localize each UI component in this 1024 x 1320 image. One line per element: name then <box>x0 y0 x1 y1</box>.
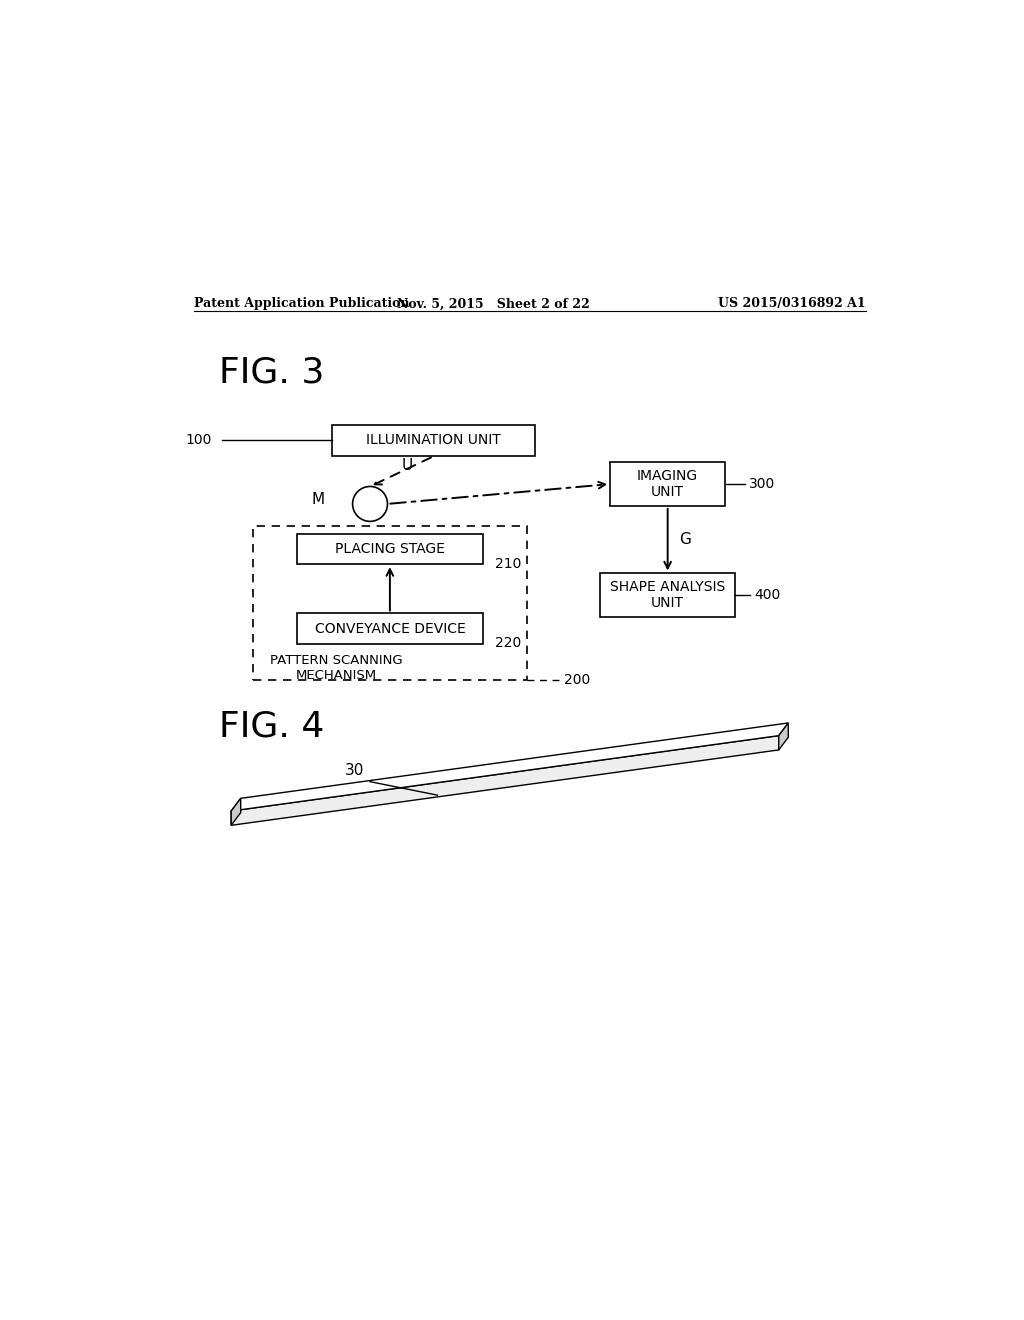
FancyArrowPatch shape <box>386 569 393 611</box>
Polygon shape <box>231 735 778 825</box>
Text: 210: 210 <box>496 557 522 572</box>
Bar <box>297 614 483 644</box>
Text: CONVEYANCE DEVICE: CONVEYANCE DEVICE <box>314 622 465 635</box>
Text: Nov. 5, 2015   Sheet 2 of 22: Nov. 5, 2015 Sheet 2 of 22 <box>396 297 590 310</box>
Text: 220: 220 <box>496 636 521 651</box>
Bar <box>297 535 483 564</box>
Text: M: M <box>311 492 325 507</box>
Text: 30: 30 <box>344 763 364 777</box>
Text: ILLUMINATION UNIT: ILLUMINATION UNIT <box>367 433 501 447</box>
Text: 100: 100 <box>185 433 211 447</box>
Polygon shape <box>778 723 788 750</box>
Text: 300: 300 <box>749 477 775 491</box>
Text: Patent Application Publication: Patent Application Publication <box>194 297 410 310</box>
FancyArrowPatch shape <box>390 482 605 504</box>
Text: U: U <box>401 458 413 474</box>
Bar <box>600 573 735 616</box>
Circle shape <box>352 487 387 521</box>
Bar <box>253 525 526 681</box>
Text: US 2015/0316892 A1: US 2015/0316892 A1 <box>719 297 866 310</box>
Polygon shape <box>231 799 241 825</box>
Text: 400: 400 <box>754 589 780 602</box>
Text: FIG. 3: FIG. 3 <box>219 356 325 389</box>
Text: SHAPE ANALYSIS
UNIT: SHAPE ANALYSIS UNIT <box>610 579 725 610</box>
Text: FIG. 4: FIG. 4 <box>219 709 325 743</box>
Text: PLACING STAGE: PLACING STAGE <box>335 543 444 556</box>
Bar <box>610 462 725 506</box>
FancyArrowPatch shape <box>375 458 431 484</box>
Text: G: G <box>680 532 691 546</box>
Polygon shape <box>231 723 788 810</box>
Text: 200: 200 <box>564 673 591 688</box>
FancyArrowPatch shape <box>665 508 671 569</box>
Bar <box>333 425 535 457</box>
Text: PATTERN SCANNING
MECHANISM: PATTERN SCANNING MECHANISM <box>269 655 402 682</box>
Text: IMAGING
UNIT: IMAGING UNIT <box>637 469 698 499</box>
